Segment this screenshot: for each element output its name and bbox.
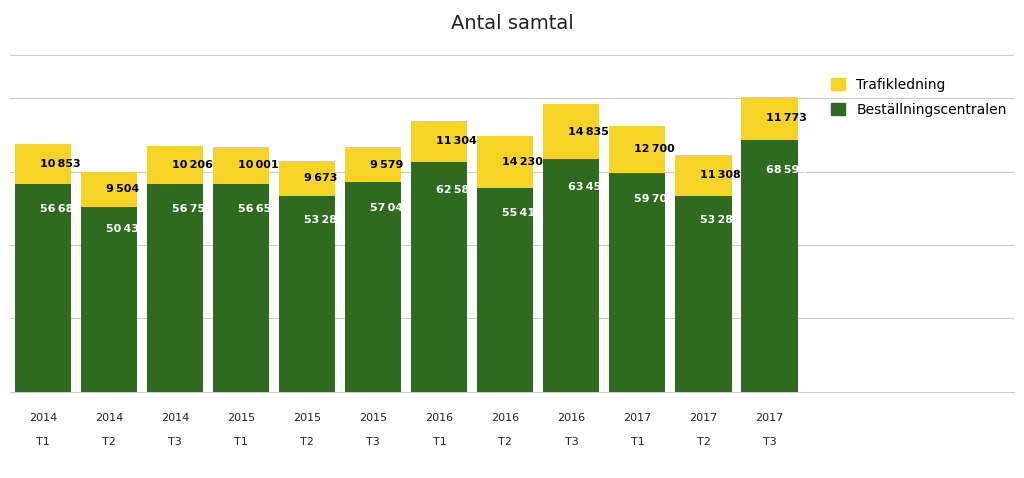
Text: 11 304: 11 304 — [436, 136, 477, 146]
Bar — [741, 140, 798, 392]
Text: 68 594: 68 594 — [766, 165, 808, 175]
Text: T3: T3 — [763, 437, 776, 447]
Text: T1: T1 — [631, 437, 644, 447]
Text: 2016: 2016 — [492, 413, 519, 423]
Bar — [676, 155, 731, 196]
Text: 53 288: 53 288 — [304, 215, 345, 225]
Text: 2016: 2016 — [425, 413, 454, 423]
Bar — [280, 161, 336, 196]
Bar — [544, 104, 599, 159]
Title: Antal samtal: Antal samtal — [451, 14, 573, 33]
Bar — [477, 136, 534, 188]
Bar — [412, 162, 467, 392]
Bar — [609, 126, 666, 173]
Text: T2: T2 — [696, 437, 711, 447]
Text: 10 853: 10 853 — [40, 159, 81, 169]
Text: 2014: 2014 — [29, 413, 57, 423]
Text: 56 682: 56 682 — [40, 204, 81, 214]
Text: 14 835: 14 835 — [568, 127, 609, 137]
Text: 9 673: 9 673 — [304, 174, 338, 184]
Text: T1: T1 — [432, 437, 446, 447]
Text: 9 579: 9 579 — [370, 160, 403, 170]
Text: 62 585: 62 585 — [436, 185, 477, 195]
Bar — [81, 172, 137, 206]
Legend: Trafikledning, Beställningscentralen: Trafikledning, Beställningscentralen — [831, 78, 1007, 117]
Text: T2: T2 — [300, 437, 314, 447]
Text: 2015: 2015 — [293, 413, 322, 423]
Text: 50 431: 50 431 — [105, 224, 146, 234]
Text: 2014: 2014 — [161, 413, 189, 423]
Text: T1: T1 — [234, 437, 248, 447]
Text: 14 230: 14 230 — [502, 157, 543, 167]
Bar — [15, 184, 72, 392]
Bar — [609, 173, 666, 392]
Text: 2017: 2017 — [689, 413, 718, 423]
Text: T1: T1 — [37, 437, 50, 447]
Bar — [412, 120, 467, 162]
Text: 11 773: 11 773 — [766, 113, 807, 123]
Bar — [280, 196, 336, 392]
Text: 56 654: 56 654 — [238, 204, 280, 214]
Bar — [147, 146, 204, 184]
Bar — [15, 144, 72, 184]
Text: 53 288: 53 288 — [700, 215, 741, 225]
Text: T3: T3 — [367, 437, 380, 447]
Text: 2017: 2017 — [624, 413, 651, 423]
Bar — [676, 196, 731, 392]
Text: 11 308: 11 308 — [700, 171, 741, 181]
Bar — [213, 184, 269, 392]
Bar — [81, 206, 137, 392]
Text: T2: T2 — [102, 437, 116, 447]
Text: 55 412: 55 412 — [502, 208, 543, 218]
Text: 59 708: 59 708 — [634, 194, 675, 204]
Text: 2016: 2016 — [557, 413, 586, 423]
Text: 2014: 2014 — [95, 413, 124, 423]
Text: T2: T2 — [499, 437, 512, 447]
Bar — [477, 188, 534, 392]
Bar — [345, 183, 401, 392]
Text: 2015: 2015 — [359, 413, 387, 423]
Text: T3: T3 — [168, 437, 182, 447]
Text: 2017: 2017 — [756, 413, 783, 423]
Bar — [741, 97, 798, 140]
Text: 10 001: 10 001 — [238, 161, 279, 171]
Text: 9 504: 9 504 — [105, 185, 139, 194]
Text: T3: T3 — [564, 437, 579, 447]
Text: 56 753: 56 753 — [172, 204, 213, 214]
Text: 2015: 2015 — [227, 413, 255, 423]
Text: 12 700: 12 700 — [634, 144, 675, 154]
Bar — [544, 159, 599, 392]
Bar — [345, 147, 401, 183]
Text: 10 206: 10 206 — [172, 160, 213, 170]
Text: 57 042: 57 042 — [370, 203, 411, 213]
Bar — [147, 184, 204, 392]
Bar — [213, 147, 269, 184]
Text: 63 455: 63 455 — [568, 182, 609, 192]
